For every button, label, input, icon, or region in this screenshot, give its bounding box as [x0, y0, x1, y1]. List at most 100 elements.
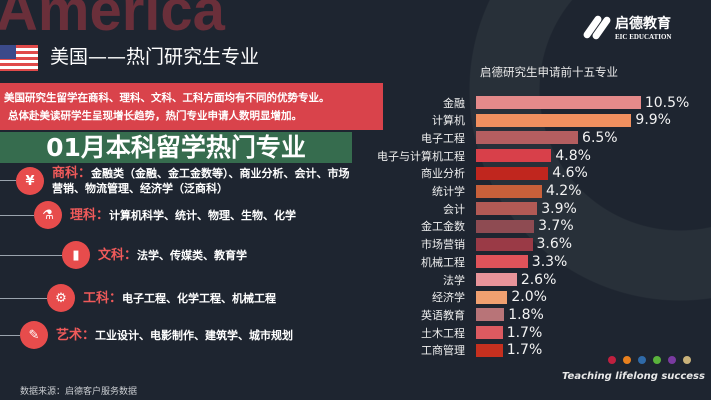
bar-value: 3.7%	[538, 218, 574, 235]
bar	[476, 219, 535, 233]
color-dot	[653, 356, 661, 364]
bar-label: 电子与计算机工程	[377, 149, 465, 163]
bar-row: 法学 2.6%	[360, 271, 556, 288]
bar-label: 会计	[443, 202, 465, 216]
bar	[476, 308, 505, 322]
bar-label: 金融	[443, 96, 465, 110]
logo-text: 启德教育	[615, 16, 671, 32]
bar-value: 3.9%	[541, 200, 577, 217]
bar-row: 电子与计算机工程 4.8%	[360, 147, 591, 164]
bar-row: 英语教育 1.8%	[360, 306, 544, 323]
color-dot	[638, 356, 646, 364]
category-item: ✎ 艺术：工业设计、电影制作、建筑学、城市规划	[20, 321, 340, 349]
bar-label: 机械工程	[421, 255, 465, 269]
category-majors: 工业设计、电影制作、建筑学、城市规划	[95, 328, 294, 342]
bar-row: 土木工程 1.7%	[360, 324, 542, 341]
chart-title: 启德研究生申请前十五专业	[480, 65, 618, 79]
bar-value: 4.8%	[555, 147, 591, 164]
bar	[476, 290, 508, 304]
background-word: America	[0, 0, 225, 43]
bar-row: 金工金数 3.7%	[360, 218, 574, 235]
logo-mark-icon	[582, 12, 612, 42]
page-title: 美国——热门研究生专业	[50, 46, 260, 68]
color-dot	[623, 356, 631, 364]
color-dot	[668, 356, 676, 364]
bar-label: 商业分析	[421, 167, 465, 181]
category-item: ▮ 文科：法学、传媒类、教育学	[62, 241, 382, 269]
separator: ：	[124, 247, 138, 263]
separator: ：	[82, 327, 96, 343]
category-majors: 法学、传媒类、教育学	[137, 248, 248, 262]
logo-subtext: EIC EDUCATION	[615, 33, 672, 41]
bar-value: 3.6%	[536, 236, 573, 253]
bar-row: 统计学 4.2%	[360, 183, 582, 200]
category-name: 艺术	[56, 327, 83, 343]
bar-value: 10.5%	[644, 94, 690, 111]
connector-line	[0, 255, 62, 256]
bar	[476, 273, 517, 286]
separator: ：	[96, 207, 110, 223]
intro-box: 美国研究生留学在商科、理科、文科、工科方面均有不同的优势专业。 总体赴美读研学生…	[0, 83, 383, 130]
category-majors: 电子工程、化学工程、机械工程	[122, 291, 277, 305]
bar-value: 1.7%	[506, 324, 543, 341]
bar-label: 土木工程	[421, 326, 465, 340]
bar-value: 3.3%	[531, 253, 568, 270]
wand-icon: ✎	[20, 321, 48, 349]
bar	[476, 184, 542, 198]
bar	[476, 166, 549, 180]
bar	[476, 326, 503, 340]
bar	[476, 131, 579, 145]
bar-label: 统计学	[432, 185, 465, 198]
category-name: 理科	[70, 207, 97, 223]
book-icon: ▮	[62, 241, 90, 269]
intro-line: 总体赴美读研学生呈现增长趋势，热门专业申请人数明显增加。	[8, 110, 302, 122]
category-name: 商科	[52, 166, 79, 181]
gear-icon: ⚙	[47, 284, 75, 312]
bar-value: 9.9%	[635, 112, 671, 129]
connector-line	[0, 180, 16, 181]
separator: ：	[109, 290, 123, 306]
data-source: 数据来源：启德客户服务数据	[20, 387, 138, 397]
bar-row: 金融 10.5%	[360, 94, 689, 111]
bar-row: 工商管理 1.7%	[360, 342, 542, 359]
bar-row: 计算机 9.9%	[360, 112, 671, 129]
bar-value: 1.7%	[506, 342, 543, 359]
bar-label: 计算机	[432, 114, 465, 128]
bar-value: 2.6%	[520, 271, 557, 288]
bar-label: 法学	[443, 273, 465, 287]
banner-title: 01月本科留学热门专业	[46, 133, 306, 162]
color-dot	[683, 356, 691, 364]
bar	[476, 202, 538, 216]
bar	[476, 255, 528, 269]
color-dots	[608, 356, 691, 364]
category-item: ⚗ 理科：计算机科学、统计、物理、生物、化学	[34, 201, 354, 229]
category-majors: 计算机科学、统计、物理、生物、化学	[109, 208, 297, 222]
bar-row: 商业分析 4.6%	[360, 165, 588, 182]
bar-label: 工商管理	[421, 344, 465, 358]
us-flag-icon	[0, 45, 38, 71]
bar-label: 经济学	[432, 291, 465, 305]
category-majors: 金融类（金融、金工金数等）、商业分析、会计、市场营销、物流管理、经济学（泛商科）	[52, 167, 350, 195]
money-icon: ¥	[16, 167, 44, 195]
bar-value: 4.6%	[552, 165, 588, 182]
connector-line	[0, 215, 34, 216]
bar-value: 4.2%	[545, 183, 582, 199]
bar	[476, 149, 552, 163]
connector-line	[0, 298, 47, 299]
bar	[476, 96, 641, 109]
intro-line: 美国研究生留学在商科、理科、文科、工科方面均有不同的优势专业。	[4, 92, 330, 104]
bar-value: 6.5%	[582, 129, 618, 146]
bar-row: 经济学 2.0%	[360, 289, 547, 306]
slogan: Teaching lifelong success	[562, 371, 705, 382]
color-dot	[608, 356, 616, 364]
bar-row: 机械工程 3.3%	[360, 253, 567, 270]
bar-value: 1.8%	[508, 306, 544, 323]
category-item: ⚙ 工科：电子工程、化学工程、机械工程	[47, 284, 367, 312]
separator: ：	[78, 166, 92, 181]
flask-icon: ⚗	[34, 201, 62, 229]
bar-row: 市场营销 3.6%	[360, 236, 572, 253]
bar-label: 市场营销	[421, 238, 465, 252]
bar	[476, 237, 533, 251]
connector-line	[0, 335, 20, 336]
bar-row: 电子工程 6.5%	[360, 129, 618, 146]
